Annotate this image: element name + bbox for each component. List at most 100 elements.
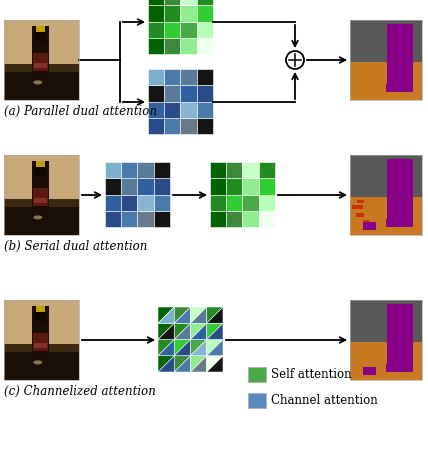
Bar — [197, 85, 213, 102]
Polygon shape — [174, 307, 190, 323]
Bar — [393, 24, 407, 43]
Bar — [197, 22, 213, 38]
Bar — [137, 178, 154, 194]
Polygon shape — [174, 356, 190, 372]
Bar — [148, 5, 164, 22]
Bar — [181, 102, 197, 118]
Bar — [210, 211, 226, 227]
Bar — [350, 197, 422, 235]
Bar — [4, 155, 79, 235]
Bar — [350, 155, 422, 235]
Bar — [36, 162, 45, 166]
Polygon shape — [207, 323, 223, 339]
Bar — [210, 178, 226, 194]
Bar — [350, 20, 422, 100]
Bar — [363, 222, 376, 230]
Bar — [154, 178, 170, 194]
Bar — [197, 118, 213, 134]
Bar — [226, 178, 243, 194]
Bar — [121, 211, 137, 227]
Bar — [164, 38, 181, 54]
Polygon shape — [190, 323, 207, 339]
Bar — [363, 220, 369, 223]
Bar — [164, 69, 181, 85]
Polygon shape — [158, 356, 174, 372]
Bar — [4, 350, 79, 380]
Bar — [197, 102, 213, 118]
Bar — [259, 211, 275, 227]
Bar — [243, 178, 259, 194]
Bar — [393, 159, 407, 178]
Bar — [181, 69, 197, 85]
Polygon shape — [158, 323, 174, 339]
Bar — [387, 159, 413, 227]
Bar — [181, 118, 197, 134]
Bar — [393, 304, 407, 323]
Bar — [350, 155, 422, 199]
Bar — [35, 306, 47, 321]
Bar — [33, 27, 49, 92]
Bar — [350, 20, 422, 64]
Bar — [148, 0, 164, 5]
Bar — [226, 162, 243, 178]
Bar — [164, 0, 181, 5]
Text: Channel attention: Channel attention — [271, 394, 378, 407]
Bar — [363, 367, 376, 375]
Bar — [105, 211, 121, 227]
Text: Self attention: Self attention — [271, 368, 352, 381]
Polygon shape — [158, 339, 174, 356]
Bar — [197, 69, 213, 85]
Bar — [350, 300, 422, 344]
Bar — [105, 194, 121, 211]
Bar — [4, 300, 79, 380]
Bar — [181, 22, 197, 38]
Polygon shape — [174, 339, 190, 356]
Bar — [34, 198, 48, 203]
Polygon shape — [207, 339, 223, 356]
Polygon shape — [158, 339, 174, 356]
Polygon shape — [190, 356, 207, 372]
Polygon shape — [190, 307, 207, 323]
Circle shape — [286, 51, 304, 69]
Bar — [4, 155, 79, 235]
Bar — [4, 20, 79, 100]
Polygon shape — [158, 307, 174, 323]
Bar — [137, 162, 154, 178]
Ellipse shape — [33, 216, 42, 220]
Bar — [148, 22, 164, 38]
Bar — [4, 344, 79, 352]
Polygon shape — [190, 339, 207, 356]
Bar — [33, 162, 49, 227]
Bar — [248, 393, 266, 408]
Bar — [197, 0, 213, 5]
Bar — [4, 300, 79, 380]
Bar — [33, 333, 48, 351]
Polygon shape — [174, 339, 190, 356]
Bar — [386, 84, 413, 92]
Bar — [121, 178, 137, 194]
Polygon shape — [158, 323, 174, 339]
Bar — [243, 211, 259, 227]
Bar — [34, 63, 48, 68]
Polygon shape — [174, 307, 190, 323]
Bar — [4, 300, 79, 344]
Bar — [105, 162, 121, 178]
Polygon shape — [207, 356, 223, 372]
Bar — [33, 53, 48, 71]
Bar — [4, 64, 79, 72]
Ellipse shape — [33, 81, 42, 85]
Polygon shape — [190, 307, 207, 323]
Bar — [148, 85, 164, 102]
Bar — [121, 162, 137, 178]
Bar — [248, 367, 266, 382]
Polygon shape — [190, 339, 207, 356]
Polygon shape — [190, 323, 207, 339]
Bar — [36, 27, 45, 32]
Bar — [350, 342, 422, 380]
Bar — [148, 69, 164, 85]
Bar — [105, 178, 121, 194]
Polygon shape — [190, 356, 207, 372]
Bar — [181, 0, 197, 5]
Polygon shape — [174, 323, 190, 339]
Bar — [121, 194, 137, 211]
